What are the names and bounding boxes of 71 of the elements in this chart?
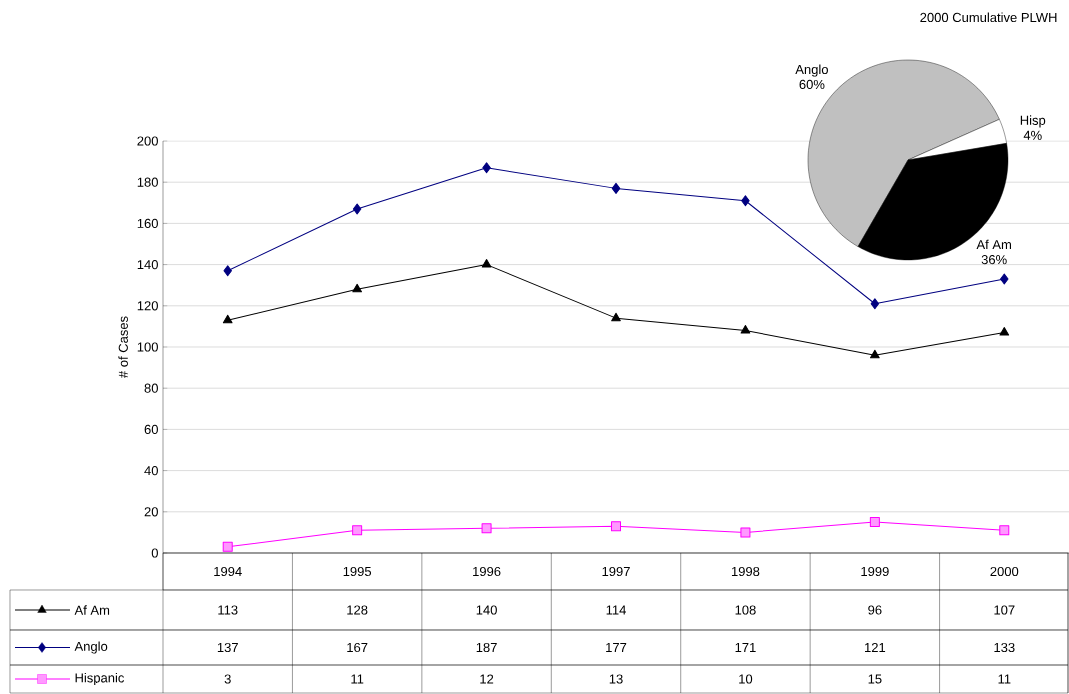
point bbox=[740, 527, 751, 538]
data-label: 96 bbox=[868, 605, 882, 615]
slice-label: Anglo bbox=[795, 64, 828, 77]
x-tick-label: 1998 bbox=[731, 566, 760, 577]
data-label: 60% bbox=[799, 79, 825, 90]
point bbox=[740, 325, 751, 334]
point bbox=[482, 162, 491, 174]
y-tick-label: 0 bbox=[151, 548, 158, 558]
x-tick-label: 2000 bbox=[990, 566, 1019, 577]
point bbox=[741, 195, 750, 207]
point bbox=[869, 517, 880, 528]
y-tick-label: 160 bbox=[137, 218, 158, 228]
y-tick-label: 40 bbox=[144, 465, 158, 476]
data-label: 171 bbox=[735, 643, 756, 652]
x-tick-label: 1996 bbox=[473, 566, 501, 577]
point bbox=[999, 525, 1010, 536]
point bbox=[223, 265, 232, 277]
legend-label: Anglo bbox=[74, 641, 108, 654]
x-tick-label: 1994 bbox=[214, 566, 242, 577]
data-label: 15 bbox=[868, 674, 882, 684]
chart-title: 2000 Cumulative PLWH bbox=[920, 12, 1057, 23]
data-label: 12 bbox=[480, 674, 494, 684]
point bbox=[999, 327, 1010, 336]
point bbox=[222, 314, 233, 324]
y-tick-label: 100 bbox=[137, 342, 158, 352]
point bbox=[352, 203, 362, 215]
data-label: 10 bbox=[739, 674, 753, 684]
point bbox=[611, 312, 621, 322]
point bbox=[611, 521, 621, 532]
y-axis-title: # of Cases bbox=[118, 316, 128, 379]
point bbox=[352, 283, 362, 293]
point bbox=[611, 182, 621, 194]
data-label: 13 bbox=[609, 674, 623, 684]
data-label: 133 bbox=[994, 642, 1015, 653]
data-label: 137 bbox=[217, 642, 238, 653]
point bbox=[222, 541, 233, 552]
y-tick-label: 60 bbox=[144, 424, 158, 434]
data-label: 187 bbox=[476, 642, 497, 653]
legend-label: Af Am bbox=[74, 605, 110, 615]
data-label: 121 bbox=[865, 642, 886, 653]
y-tick-label: 180 bbox=[137, 177, 158, 187]
data-label: 113 bbox=[218, 605, 238, 615]
point bbox=[481, 259, 492, 268]
x-tick-label: 1995 bbox=[343, 566, 372, 577]
point bbox=[481, 523, 492, 534]
slice-label: Af Am bbox=[976, 239, 1011, 250]
slice-label: Hisp bbox=[1020, 115, 1046, 128]
data-label: 114 bbox=[606, 605, 626, 615]
x-tick-label: 1999 bbox=[861, 566, 889, 577]
data-label: 11 bbox=[998, 674, 1011, 684]
point bbox=[352, 525, 363, 536]
data-label: 108 bbox=[735, 605, 756, 615]
data-label: 4% bbox=[1023, 130, 1042, 140]
data-label: 107 bbox=[994, 605, 1015, 615]
data-label: 167 bbox=[347, 642, 368, 653]
y-tick-label: 200 bbox=[137, 136, 158, 146]
point bbox=[1000, 273, 1009, 285]
point bbox=[870, 349, 880, 359]
data-label: 36% bbox=[981, 255, 1007, 265]
data-label: 177 bbox=[606, 643, 627, 652]
y-tick-label: 120 bbox=[137, 301, 158, 311]
data-label: 11 bbox=[351, 674, 364, 684]
y-tick-label: 20 bbox=[144, 507, 158, 517]
x-tick-label: 1997 bbox=[602, 566, 630, 577]
data-label: 128 bbox=[347, 605, 368, 615]
y-tick-label: 80 bbox=[144, 383, 158, 393]
point bbox=[870, 298, 880, 310]
data-label: 3 bbox=[224, 674, 231, 684]
y-tick-label: 140 bbox=[137, 259, 158, 270]
legend-label: Hispanic bbox=[75, 672, 125, 686]
data-label: 140 bbox=[476, 605, 497, 615]
